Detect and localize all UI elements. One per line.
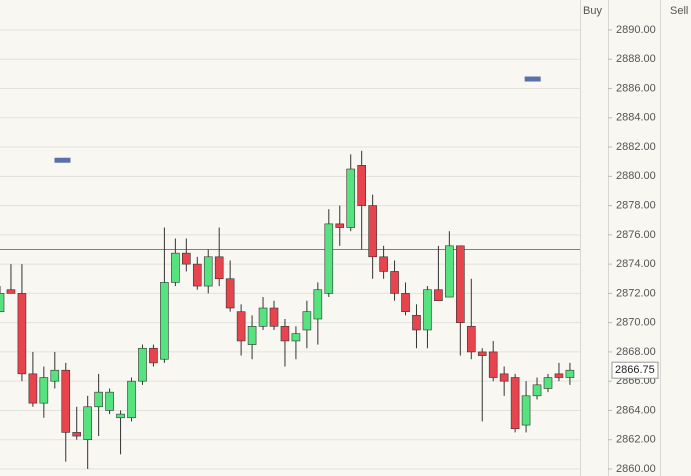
candle-body: [390, 271, 399, 294]
order-marker: [524, 76, 541, 82]
candle-body: [138, 347, 147, 382]
candle-body: [247, 326, 257, 345]
candle-body: [488, 351, 498, 378]
candle-body: [401, 293, 410, 312]
candle-body: [280, 326, 290, 342]
column-header: Buy: [583, 5, 602, 17]
candle-body: [565, 369, 575, 378]
order-marker: [54, 157, 71, 163]
candle-body: [302, 311, 312, 331]
candle-body: [236, 311, 246, 342]
candle-body: [149, 347, 158, 364]
candle-body: [50, 369, 60, 382]
candle-body: [127, 380, 136, 419]
candle-body: [28, 373, 38, 404]
candle-body: [182, 252, 191, 265]
y-tick-label: 2862.00: [616, 434, 656, 446]
candle-body: [477, 351, 487, 356]
candle-body: [466, 326, 476, 353]
y-tick-label: 2882.00: [616, 141, 656, 153]
candle-body: [116, 413, 125, 419]
y-tick-label: 2890.00: [616, 24, 656, 36]
candle-body: [203, 256, 213, 287]
y-tick-label: 2886.00: [616, 82, 656, 94]
y-tick-label: 2868.00: [616, 346, 656, 358]
y-tick-label: 2870.00: [616, 317, 656, 329]
candle-body: [214, 256, 224, 280]
candle-body: [39, 377, 49, 404]
candle-body: [412, 315, 421, 331]
candle-body: [313, 289, 323, 320]
y-tick-label: 2878.00: [616, 199, 656, 211]
y-tick-label: 2872.00: [616, 287, 656, 299]
current-price-label: 2866.75: [615, 364, 655, 376]
candle-body: [434, 289, 443, 302]
candle-body: [357, 165, 366, 206]
current-price-box: [611, 361, 659, 379]
candle-body: [192, 263, 202, 287]
y-tick-label: 2876.00: [616, 229, 656, 241]
y-tick-label: 2874.00: [616, 258, 656, 270]
candle-body: [499, 373, 509, 382]
candle-body: [445, 245, 454, 298]
y-tick-label: 2884.00: [616, 112, 656, 124]
candle-body: [456, 245, 465, 323]
y-tick-label: 2888.00: [616, 53, 656, 65]
candle-body: [346, 168, 356, 228]
column-header: Sell: [670, 5, 688, 17]
candle-body: [554, 373, 564, 378]
y-tick-label: 2860.00: [616, 463, 656, 475]
candle-body: [335, 223, 345, 228]
candle-body: [543, 377, 553, 389]
candle-body: [6, 289, 16, 294]
candle-body: [83, 406, 92, 441]
candle-body: [368, 205, 377, 258]
candle-body: [324, 223, 334, 294]
candle-body: [171, 252, 180, 283]
candle-body: [269, 307, 279, 327]
candle-body: [510, 377, 520, 430]
candle-body: [225, 278, 235, 309]
candle-body: [105, 391, 114, 411]
candle-body: [94, 391, 103, 408]
candle-body: [423, 289, 432, 331]
candle-body: [258, 307, 268, 327]
y-tick-label: 2880.00: [616, 170, 656, 182]
candle-body: [17, 293, 27, 375]
candle-body: [532, 384, 542, 397]
candle-body: [0, 293, 5, 312]
candle-body: [72, 432, 82, 437]
candle-body: [291, 333, 301, 342]
candle-body: [160, 282, 169, 360]
candle-body: [521, 395, 531, 426]
candle-body: [61, 369, 71, 433]
candle-body: [379, 256, 388, 272]
y-tick-label: 2864.00: [616, 404, 656, 416]
